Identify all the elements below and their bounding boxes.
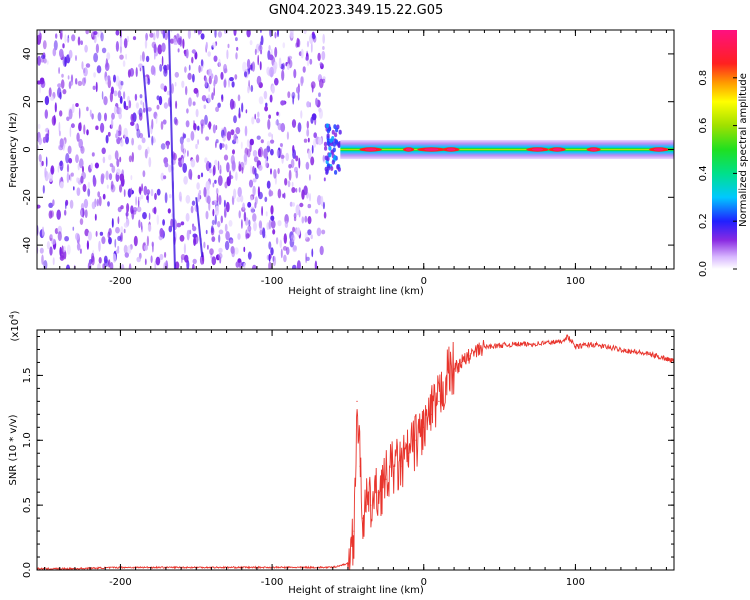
snr-data-point [635,351,637,353]
snr-data-point [365,504,367,506]
snr-data-point [423,426,425,428]
colorbar-label: Normalized spectral amplitude [738,73,749,227]
spectrogram-image [37,30,674,269]
y-tick-label: 0.0 [22,562,33,578]
x-tick-label: 100 [566,276,585,287]
colorbar-tick-label: 0.0 [698,261,709,277]
x-tick-label: -100 [261,276,284,287]
y-tick-label: 1.5 [22,367,33,383]
snr-data-point [514,343,516,345]
snr-data-point [544,342,546,344]
snr-x-ticks: -200 -100 0 100 [44,330,667,588]
y-tick-label: 0.5 [22,497,33,513]
snr-y-multiplier: (x104) [8,310,21,341]
snr-data-point [461,361,463,364]
snr-panel: -200 -100 0 100 0.0 0.5 1.0 1.5 Height of stra… [8,310,675,596]
y-tick-label: 1.0 [22,432,33,448]
snr-data-point [498,344,501,347]
snr-data-point [567,335,569,338]
snr-data-point [483,346,486,348]
snr-data-point [589,343,592,345]
colorbar-tick-label: 0.4 [698,165,709,181]
spectrogram-noise-region [37,30,327,269]
snr-data-point [650,354,652,356]
colorbar-tick-label: 0.6 [698,118,709,134]
y-tick-label: 20 [22,95,33,108]
y-tick-label: 40 [22,48,33,61]
snr-data-point [605,346,607,348]
snr-data-point [620,348,622,351]
x-tick-label: 100 [566,577,585,588]
y-tick-label: 0 [22,146,33,152]
colorbar-tick-label: 0.2 [698,213,709,229]
snr-data-point [468,355,470,357]
snr-data-point [370,504,372,506]
spectrogram-x-ticks: -200 -100 0 100 [44,30,667,287]
snr-y-ticks: 0.0 0.5 1.0 1.5 [22,335,674,578]
snr-series-line [37,334,674,570]
spectrogram-transition-region [323,123,342,175]
snr-data-point [438,400,440,402]
snr-data-point [559,341,561,343]
snr-plot-area [37,334,674,570]
snr-data-point [362,517,364,519]
snr-data-point [359,465,361,467]
snr-frame [36,329,675,571]
spectrogram-tone-peaks [359,147,669,152]
snr-data-point [400,465,402,467]
x-tick-label: -200 [109,577,132,588]
snr-data-point [453,368,455,370]
spectrogram-tone-band [340,139,674,160]
colorbar: 0.0 0.2 0.4 0.6 0.8 Normalized spectral ampl… [698,30,749,277]
snr-y-axis-label: SNR (10 * v/v) [8,414,19,485]
snr-data-point [353,530,355,532]
x-tick-label: 0 [421,276,427,287]
snr-data-point [430,413,432,415]
x-tick-label: -100 [261,577,284,588]
snr-data-point [347,562,349,565]
snr-data-point [385,478,387,480]
snr-data-point [356,400,358,402]
x-tick-label: 0 [421,577,427,588]
figure-title: GN04.2023.349.15.22.G05 [269,3,444,18]
snr-x-axis-label: Height of straight line (km) [288,585,424,596]
snr-data-point [392,465,395,467]
colorbar-gradient [712,30,737,269]
colorbar-ticks: 0.0 0.2 0.4 0.6 0.8 [698,70,737,277]
snr-data-point [665,357,668,360]
snr-data-point [407,452,410,454]
x-tick-label: -200 [109,276,132,287]
snr-data-point [574,346,577,348]
y-tick-label: -20 [22,189,33,205]
snr-data-point [415,439,417,441]
spectrogram-y-ticks: -40 -20 0 20 40 [22,48,674,253]
snr-data-point [377,491,379,493]
y-tick-label: -40 [22,237,33,253]
snr-data-point [445,374,448,377]
spectrogram-x-axis-label: Height of straight line (km) [288,286,424,297]
colorbar-tick-label: 0.8 [698,70,709,86]
snr-data-point [529,343,531,345]
spectrogram-y-axis-label: Frequency (Hz) [8,112,19,188]
